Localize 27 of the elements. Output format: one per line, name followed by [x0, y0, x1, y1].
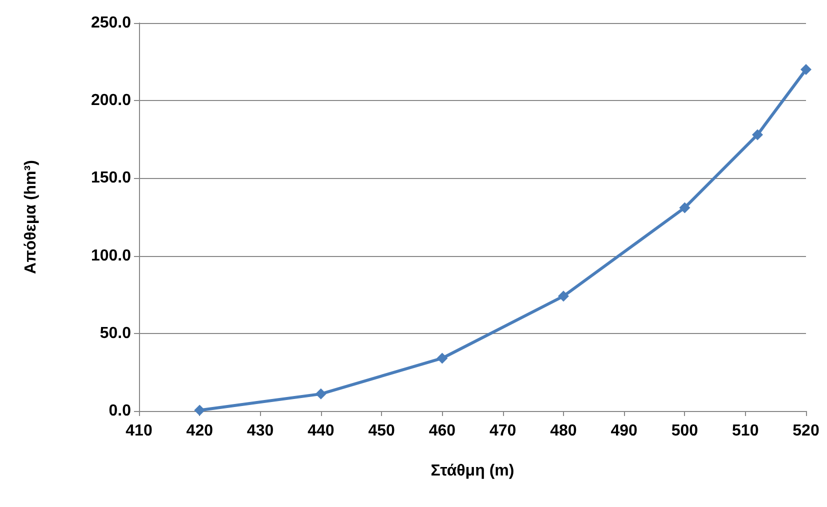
point [558, 290, 569, 302]
y-tick-label: 0.0 [108, 402, 132, 420]
y-tick-label: 50.0 [100, 324, 132, 342]
x-tick-label: 500 [671, 422, 698, 440]
point [800, 64, 812, 76]
x-tick-label: 470 [489, 422, 516, 440]
x-tick-label: 510 [732, 422, 759, 440]
point [436, 352, 448, 364]
x-tick-label: 440 [308, 422, 334, 440]
y-axis-title: Απόθεμα (hm³) [22, 160, 40, 274]
x-axis-title: Στάθμη (m) [430, 462, 514, 480]
x-tick-label: 460 [428, 422, 456, 440]
point [315, 388, 326, 400]
x-tick-label: 430 [246, 422, 274, 440]
x-tick-label: 490 [610, 422, 638, 440]
y-tick-label: 250.0 [90, 14, 132, 32]
x-tick-label: 520 [792, 422, 820, 440]
point [752, 129, 763, 140]
point [679, 202, 690, 214]
x-tick-label: 420 [186, 422, 214, 440]
x-tick-label: 450 [368, 422, 395, 440]
x-tick-label: 480 [550, 422, 577, 440]
y-tick-label: 200.0 [90, 92, 132, 110]
x-tick-label: 410 [126, 422, 152, 440]
y-tick-label: 100.0 [90, 247, 132, 264]
point [194, 404, 206, 416]
y-tick-label: 150.0 [90, 170, 132, 187]
